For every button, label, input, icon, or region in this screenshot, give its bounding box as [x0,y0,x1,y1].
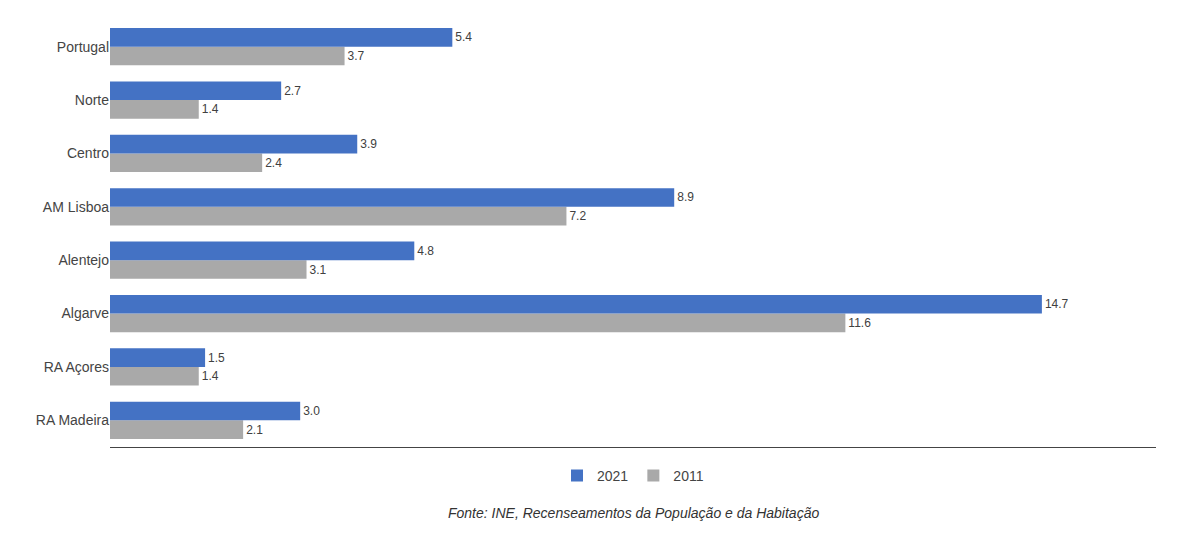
svg-text:3.1: 3.1 [310,263,327,277]
svg-text:3.0: 3.0 [303,404,320,418]
svg-text:3.7: 3.7 [348,49,365,63]
svg-text:1.4: 1.4 [202,369,219,383]
svg-text:11.6: 11.6 [848,316,871,330]
svg-text:2011: 2011 [673,468,703,484]
svg-text:Algarve: Algarve [62,305,110,321]
svg-text:Alentejo: Alentejo [58,252,109,268]
svg-text:2021: 2021 [597,468,628,484]
svg-text:Fonte: INE, Recenseamentos da: Fonte: INE, Recenseamentos da População … [448,505,819,521]
svg-text:Portugal: Portugal [57,39,109,55]
svg-text:8.9: 8.9 [677,190,694,204]
svg-text:2.1: 2.1 [246,423,263,437]
svg-text:5.4: 5.4 [455,30,472,44]
svg-text:Norte: Norte [75,92,109,108]
svg-text:2.7: 2.7 [284,84,301,98]
svg-text:RA Madeira: RA Madeira [36,412,109,428]
svg-text:RA Açores: RA Açores [44,359,109,375]
svg-text:1.5: 1.5 [208,351,225,365]
svg-text:AM Lisboa: AM Lisboa [43,199,109,215]
svg-text:1.4: 1.4 [202,102,219,116]
svg-text:7.2: 7.2 [569,209,586,223]
svg-text:2.4: 2.4 [265,156,282,170]
svg-text:4.8: 4.8 [417,244,434,258]
svg-text:14.7: 14.7 [1045,297,1069,311]
svg-text:Centro: Centro [67,145,109,161]
svg-text:3.9: 3.9 [360,137,377,151]
